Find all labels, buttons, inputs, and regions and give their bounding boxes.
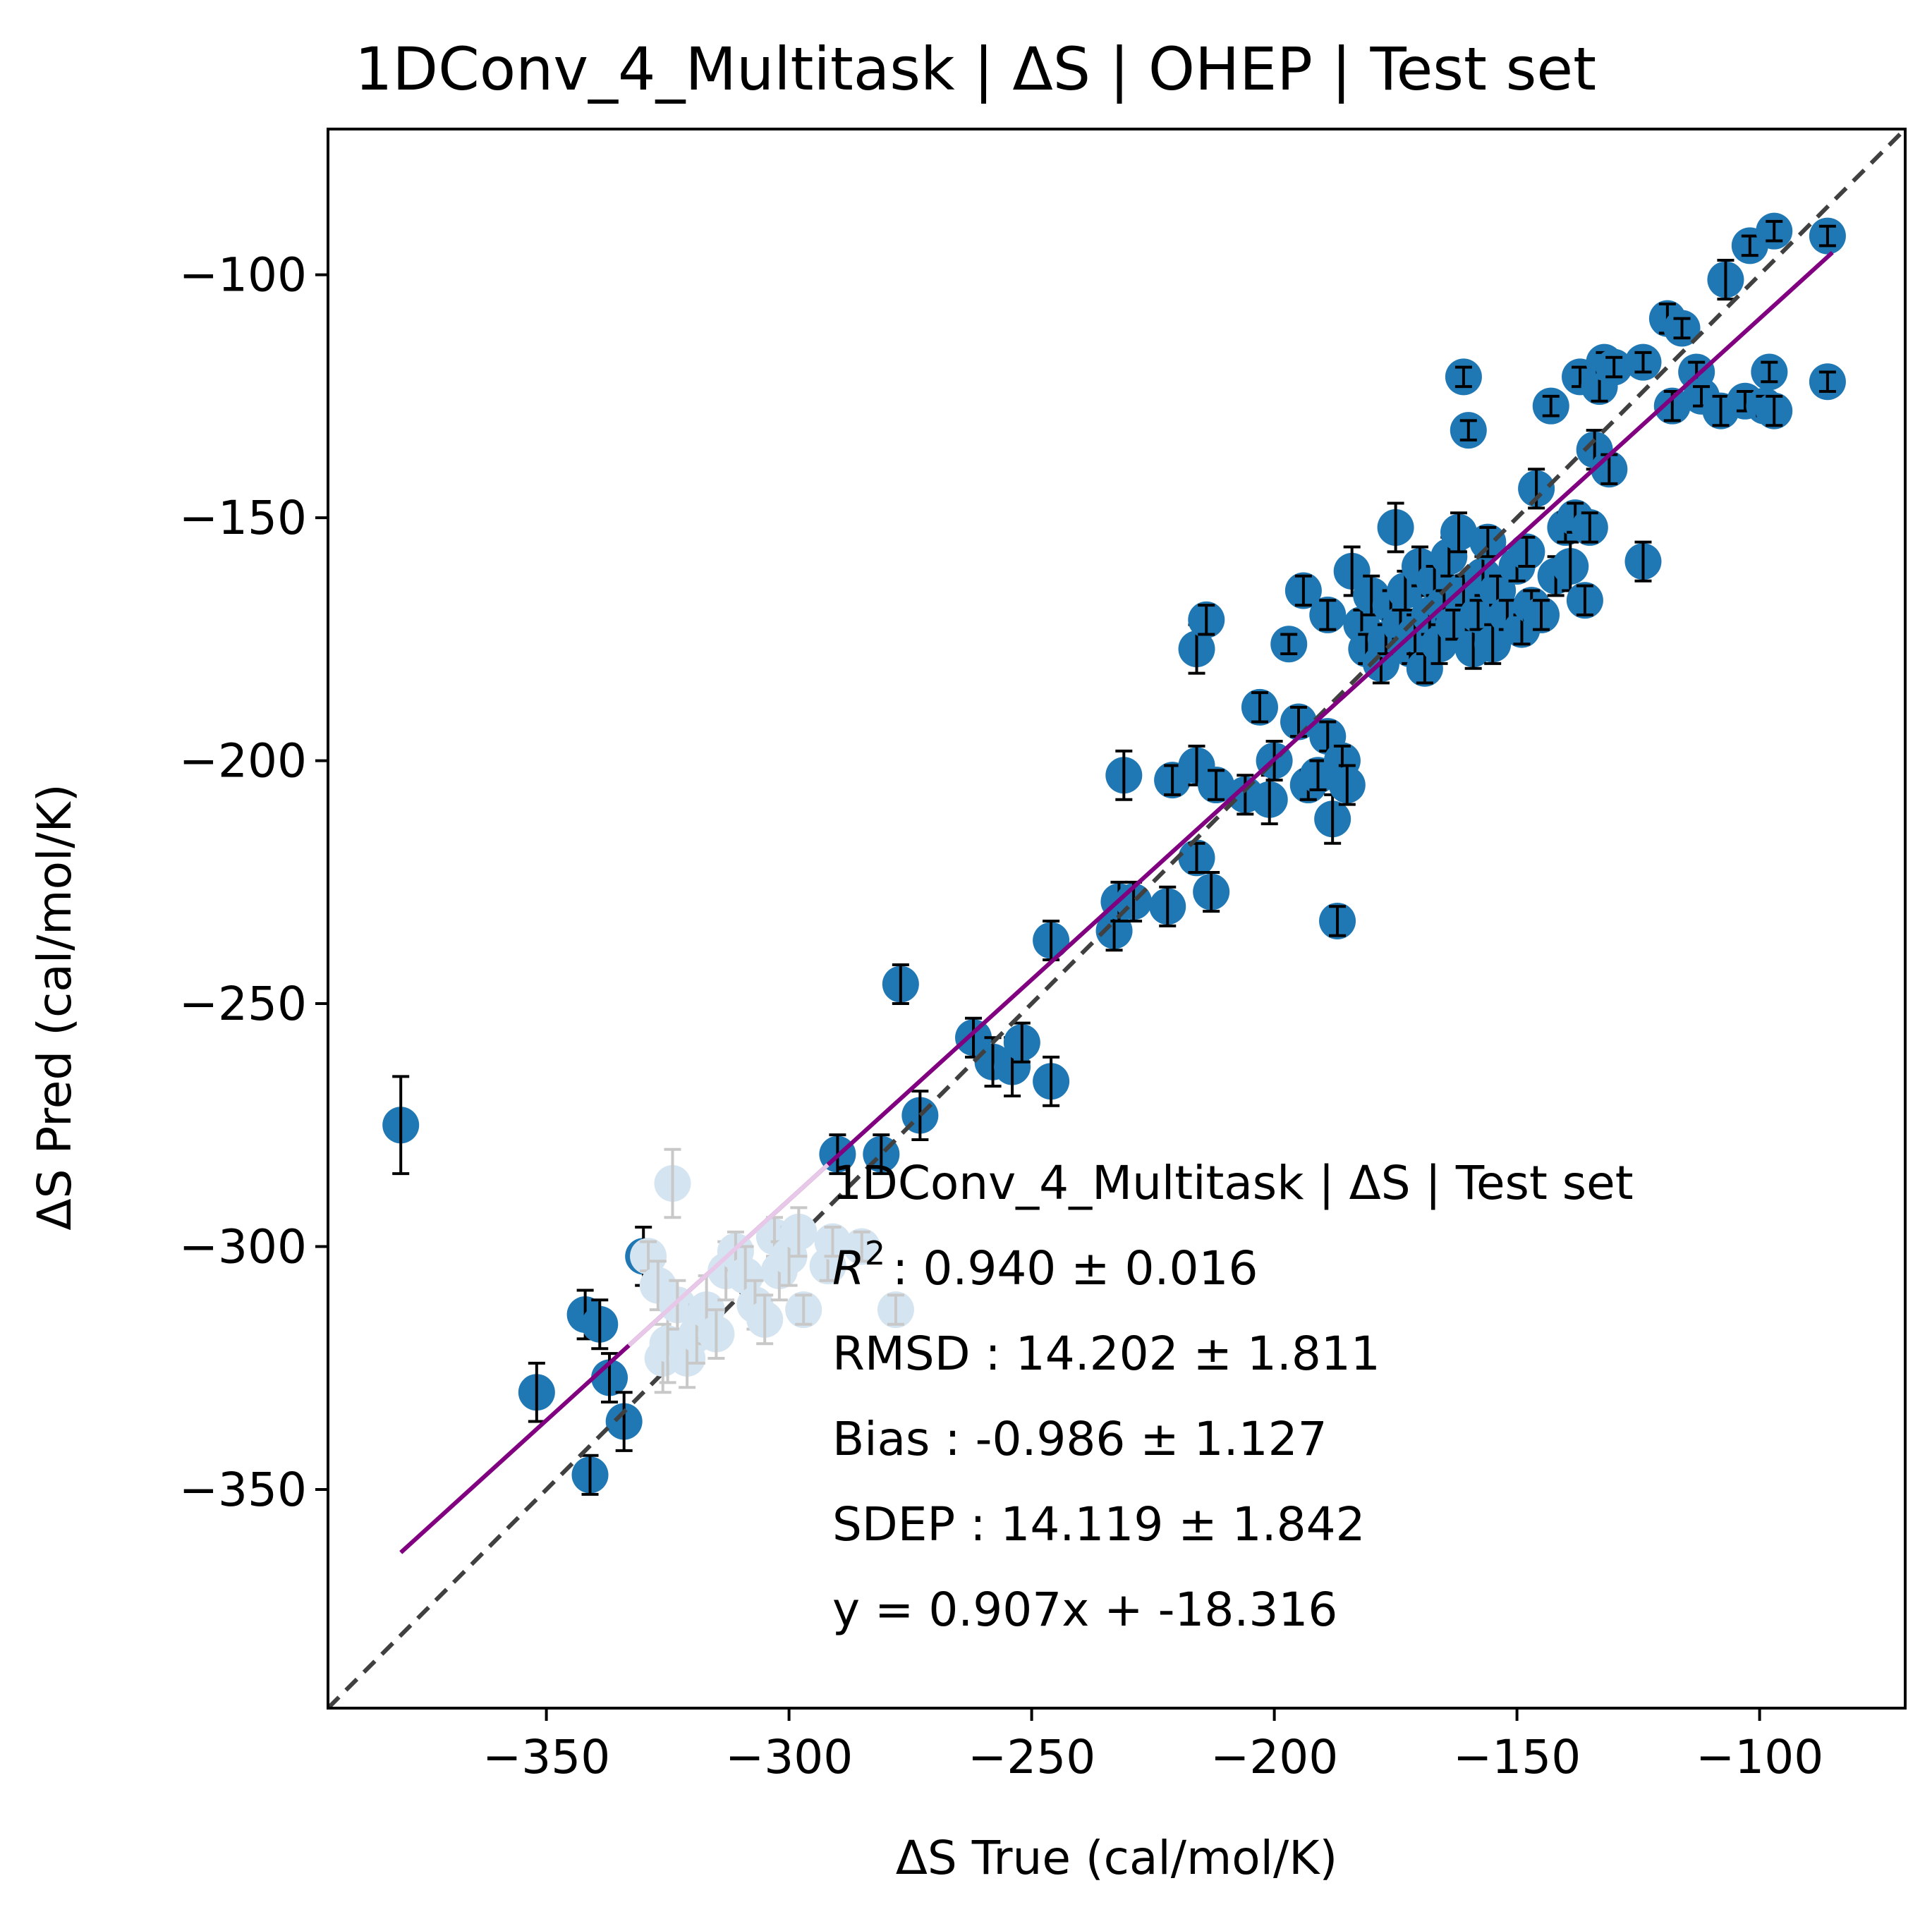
error-bar (1208, 769, 1225, 801)
error-bar (1542, 394, 1560, 418)
y-tick-label: −150 (179, 491, 307, 545)
error-bar (1164, 764, 1181, 796)
error-bar (1673, 317, 1691, 340)
error-bar (911, 1090, 929, 1141)
x-tick-label: −100 (1696, 1730, 1823, 1784)
error-bar (1766, 394, 1783, 427)
error-bar (1766, 219, 1783, 243)
error-bar (664, 1147, 681, 1219)
x-tick-label: −350 (482, 1730, 610, 1784)
x-tick-label: −200 (1210, 1730, 1338, 1784)
x-axis-label: ΔS True (cal/mol/K) (896, 1831, 1338, 1885)
error-bar (1043, 1055, 1060, 1107)
error-bar (1459, 419, 1477, 441)
error-bar (1712, 394, 1730, 427)
annotation-line: SDEP : 14.119 ± 1.842 (832, 1497, 1366, 1552)
error-bar (392, 1075, 410, 1176)
error-bar (853, 1230, 870, 1263)
error-bar (1454, 365, 1472, 389)
error-bar (1329, 905, 1347, 937)
error-bar (1159, 885, 1177, 927)
error-bar (581, 1454, 599, 1496)
chart-title: 1DConv_4_Multitask | ΔS | OHEP | Test se… (355, 35, 1596, 104)
error-bar (1198, 604, 1215, 636)
error-bar (1115, 749, 1133, 801)
error-bar (1013, 1021, 1031, 1064)
error-bar (1634, 540, 1652, 583)
annotation-line: y = 0.907x + -18.316 (832, 1583, 1337, 1637)
error-bar (1581, 511, 1598, 544)
error-bar (1818, 224, 1836, 248)
error-bar (615, 1391, 633, 1452)
error-bar (824, 1225, 842, 1258)
r2-exponent: 2 (865, 1234, 885, 1272)
error-bar (1387, 501, 1404, 554)
y-tick-label: −300 (179, 1220, 307, 1274)
annotation-r2: R2: 0.940 ± 0.016 (832, 1234, 1258, 1296)
annotation-line: 1DConv_4_Multitask | ΔS | Test set (832, 1156, 1634, 1210)
plot-area (328, 129, 1905, 1708)
series-0 (382, 212, 1846, 1496)
error-bar (1319, 599, 1337, 631)
x-tick-label: −150 (1453, 1730, 1581, 1784)
error-bar (1741, 234, 1758, 257)
y-axis-label: ΔS Pred (cal/mol/K) (28, 784, 82, 1230)
error-bar (1309, 759, 1327, 791)
plot-frame (327, 128, 1907, 1710)
error-bar (1338, 764, 1356, 806)
stats-annotation: 1DConv_4_Multitask | ΔS | Test set R2: 0.… (832, 1156, 1634, 1637)
error-bar (795, 1293, 813, 1326)
error-bar (756, 1293, 774, 1346)
y-tick-label: −100 (179, 248, 307, 303)
y-tick-label: −350 (179, 1463, 307, 1517)
error-bar (1605, 355, 1623, 379)
series-1 (630, 1147, 914, 1394)
error-bar (1450, 511, 1468, 554)
error-bar (1634, 351, 1652, 374)
fit-line-faded-segment (627, 1163, 830, 1347)
y-axis: −350 −300 −250 −200 −150 −100 (179, 248, 328, 1517)
error-bar (873, 1133, 890, 1176)
error-bar (1818, 370, 1836, 394)
x-tick-label: −250 (968, 1730, 1095, 1784)
error-bar (1761, 360, 1778, 384)
r2-symbol: R (832, 1241, 865, 1296)
error-bar (1294, 574, 1312, 607)
annotation-line: RMSD : 14.202 ± 1.811 (832, 1327, 1380, 1381)
error-bar (1237, 774, 1254, 816)
error-bar (1251, 691, 1268, 724)
error-bar (1717, 259, 1734, 301)
error-bar (1479, 525, 1497, 559)
identity-line (328, 129, 1905, 1708)
error-bar (887, 1293, 904, 1326)
error-bar (892, 963, 909, 1006)
error-bar (1533, 599, 1550, 631)
error-bar (1203, 871, 1220, 913)
error-bar (1576, 584, 1593, 616)
x-axis: −350 −300 −250 −200 −150 −100 (482, 1708, 1823, 1784)
error-bar (790, 1206, 808, 1258)
y-tick-label: −250 (179, 977, 307, 1031)
y-tick-label: −200 (179, 734, 307, 788)
error-bar (707, 1308, 725, 1360)
r2-value: : 0.940 ± 0.016 (892, 1241, 1258, 1296)
x-tick-label: −300 (725, 1730, 853, 1784)
error-bar (1528, 468, 1545, 510)
annotation-line: Bias : -0.986 ± 1.127 (832, 1412, 1328, 1466)
error-bar (591, 1298, 609, 1351)
error-bar (1280, 633, 1298, 656)
